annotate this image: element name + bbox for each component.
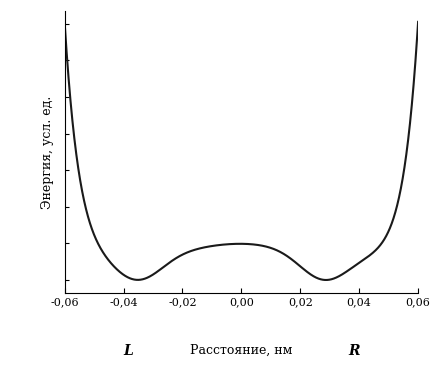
- Y-axis label: Энергия, усл. ед.: Энергия, усл. ед.: [41, 95, 54, 209]
- Text: R: R: [348, 344, 359, 358]
- Text: Расстояние, нм: Расстояние, нм: [190, 344, 292, 356]
- Text: L: L: [123, 344, 133, 358]
